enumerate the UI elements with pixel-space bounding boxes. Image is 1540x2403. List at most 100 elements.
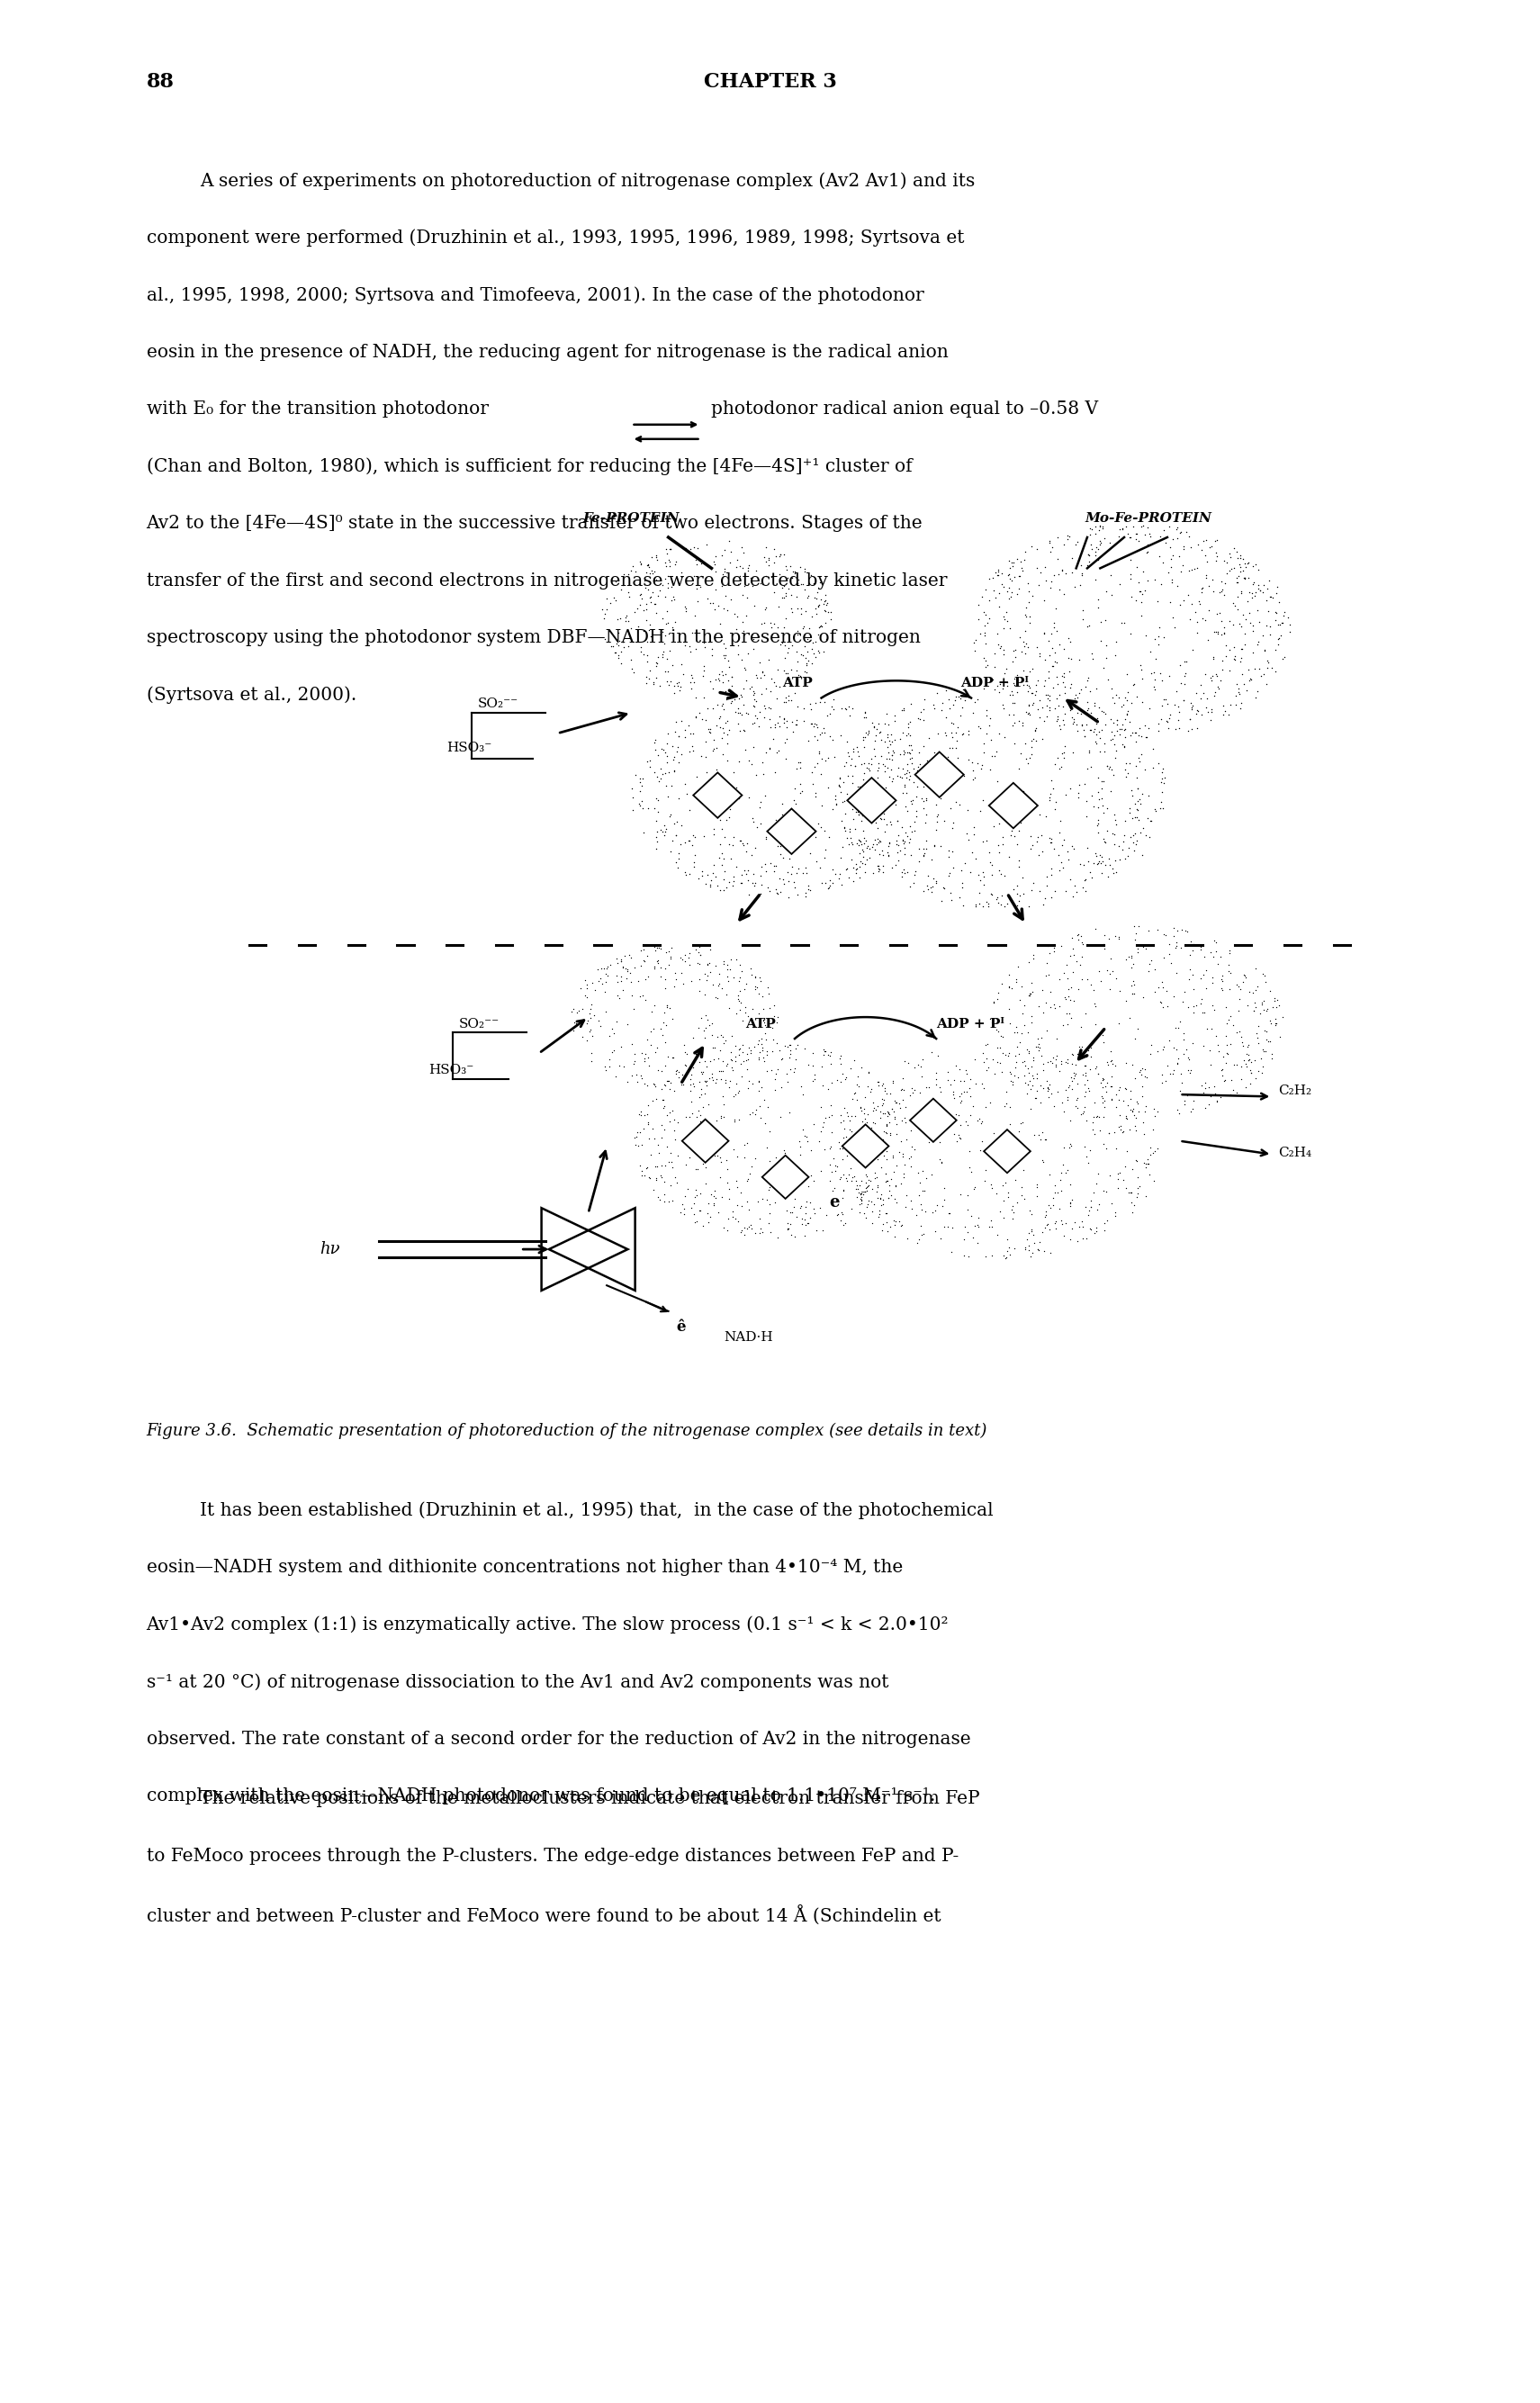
Point — [1227, 545, 1252, 584]
Point — [875, 728, 899, 767]
Point — [979, 875, 1004, 913]
Point — [1252, 565, 1277, 603]
Point — [624, 755, 648, 793]
Point — [1056, 639, 1081, 678]
Point — [1264, 594, 1289, 632]
Point — [872, 1129, 896, 1168]
Point — [1238, 1043, 1263, 1081]
Point — [719, 940, 744, 978]
Point — [899, 731, 924, 769]
Point — [852, 755, 876, 793]
Point — [1164, 673, 1189, 711]
Point — [741, 990, 765, 1028]
Point — [1137, 514, 1161, 553]
Point — [1194, 1065, 1218, 1103]
Point — [773, 577, 798, 615]
Point — [765, 733, 790, 771]
Point — [775, 1055, 799, 1093]
Point — [955, 815, 979, 853]
Point — [658, 798, 682, 836]
Point — [936, 728, 961, 767]
Point — [805, 615, 830, 654]
Point — [827, 858, 852, 896]
Point — [628, 577, 653, 615]
Point — [1096, 920, 1121, 959]
Point — [787, 764, 812, 803]
Point — [1130, 658, 1155, 697]
Point — [1041, 608, 1066, 646]
Point — [790, 610, 815, 649]
Point — [990, 817, 1015, 855]
Point — [775, 1192, 799, 1230]
Point — [895, 793, 919, 831]
Point — [701, 670, 725, 709]
Point — [1073, 1055, 1098, 1093]
Point — [1215, 555, 1240, 594]
Point — [1032, 613, 1056, 651]
Point — [1021, 863, 1046, 901]
Point — [966, 1223, 990, 1262]
Point — [798, 1182, 822, 1221]
Point — [591, 973, 616, 1012]
Point — [642, 723, 667, 762]
Point — [684, 1098, 708, 1137]
Point — [984, 1012, 1009, 1050]
Point — [1175, 1050, 1200, 1089]
Point — [944, 1048, 969, 1086]
Point — [1055, 1151, 1080, 1189]
Point — [1046, 738, 1070, 776]
Point — [673, 1045, 698, 1084]
Point — [648, 1158, 673, 1197]
Point — [845, 774, 870, 812]
Point — [944, 714, 969, 752]
Point — [684, 699, 708, 738]
Point — [793, 1206, 818, 1245]
Point — [691, 622, 716, 661]
Point — [996, 541, 1021, 579]
Point — [895, 759, 919, 798]
Point — [865, 1168, 890, 1206]
Point — [1169, 928, 1194, 966]
Point — [768, 872, 793, 911]
Point — [913, 1108, 938, 1146]
Point — [929, 827, 953, 865]
Point — [972, 639, 996, 678]
Point — [705, 685, 730, 723]
Point — [849, 793, 873, 831]
Point — [1090, 1077, 1115, 1115]
Point — [650, 1081, 675, 1120]
Point — [1103, 738, 1127, 776]
Point — [705, 1137, 730, 1175]
Point — [852, 759, 876, 798]
Point — [910, 1173, 935, 1211]
Point — [725, 625, 750, 663]
Point — [1198, 1031, 1223, 1069]
Point — [661, 1038, 685, 1077]
Point — [742, 1139, 767, 1177]
Point — [935, 1060, 959, 1098]
Point — [993, 1072, 1018, 1110]
Point — [972, 1043, 996, 1081]
Point — [741, 800, 765, 839]
Point — [939, 831, 964, 870]
Point — [790, 1074, 815, 1113]
Point — [1100, 1067, 1124, 1105]
Point — [715, 723, 739, 762]
Point — [578, 995, 602, 1033]
Point — [741, 1007, 765, 1045]
Point — [972, 865, 996, 904]
Point — [1016, 687, 1041, 726]
Point — [1181, 988, 1206, 1026]
Point — [870, 1079, 895, 1117]
Point — [627, 1096, 651, 1134]
Point — [699, 1110, 724, 1149]
Point — [804, 1211, 829, 1250]
Point — [833, 743, 858, 781]
Point — [742, 697, 767, 735]
Point — [695, 944, 719, 983]
Point — [1113, 1168, 1138, 1206]
Point — [651, 1081, 676, 1120]
Point — [735, 692, 759, 731]
Point — [832, 1170, 856, 1209]
Point — [708, 1098, 733, 1137]
